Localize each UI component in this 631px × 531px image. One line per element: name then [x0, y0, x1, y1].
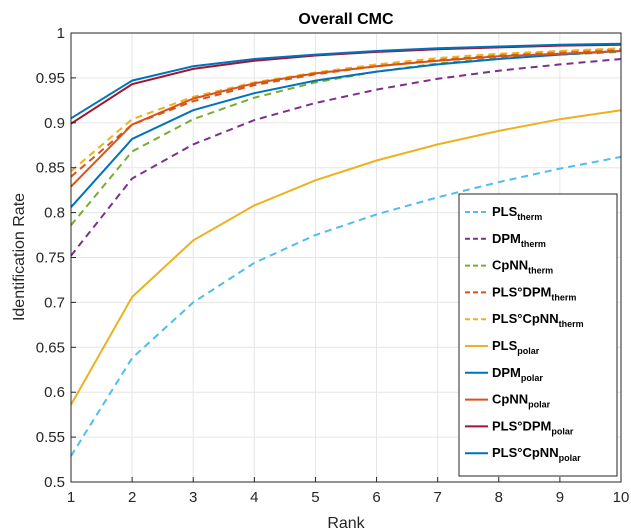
y-tick-label: 0.65 [36, 339, 65, 356]
legend-name: PLS°DPM [492, 284, 551, 299]
x-tick-label: 8 [495, 489, 503, 506]
series-line-cpnn-polar [70, 50, 622, 188]
legend-label-dpm-polar: DPMpolar [492, 365, 543, 383]
y-tick-label: 0.75 [36, 250, 65, 267]
x-tick-label: 10 [613, 489, 630, 506]
legend-name: CpNN [492, 392, 528, 407]
legend-name: PLS°DPM [492, 418, 551, 433]
legend: PLSthermDPMthermCpNNthermPLS°DPMthermPLS… [458, 193, 618, 477]
x-tick-label: 7 [433, 489, 441, 506]
legend-subscript: therm [559, 319, 584, 329]
legend-subscript: therm [528, 266, 553, 276]
legend-label-pls-dpm-therm: PLS°DPMtherm [492, 284, 576, 302]
legend-name: PLS°CpNN [492, 445, 559, 460]
legend-name: DPM [492, 365, 521, 380]
x-tick-label: 2 [128, 489, 136, 506]
legend-subscript: polar [528, 400, 551, 410]
y-tick-label: 0.95 [36, 70, 65, 87]
legend-subscript: therm [521, 239, 546, 249]
legend-subscript: polar [551, 426, 574, 436]
x-tick-label: 3 [189, 489, 197, 506]
legend-name: DPM [492, 231, 521, 246]
legend-subscript: polar [559, 453, 582, 463]
y-tick-label: 0.5 [44, 474, 65, 491]
tick-labels: 1 2 3 4 5 6 7 8 9 10 0.5 0.55 0.6 0.65 0.7 0.75 0.8 0.85 0… [36, 25, 630, 506]
series-line-pls-therm [70, 155, 622, 457]
y-tick-label: 1 [57, 25, 65, 42]
legend-box [458, 193, 618, 477]
legend-name: PLS [492, 204, 518, 219]
legend-label-pls-dpm-polar: PLS°DPMpolar [492, 418, 574, 436]
series-line-dpm-therm [70, 58, 622, 257]
y-tick-label: 0.55 [36, 429, 65, 446]
y-tick-label: 0.9 [44, 115, 65, 132]
legend-label-pls-cpnn-polar: PLS°CpNNpolar [492, 445, 581, 463]
y-tick-label: 0.6 [44, 384, 65, 401]
legend-label-cpnn-polar: CpNNpolar [492, 392, 551, 410]
legend-name: PLS°CpNN [492, 311, 559, 326]
y-tick-label: 0.85 [36, 160, 65, 177]
x-tick-label: 1 [67, 489, 75, 506]
ticks [70, 32, 622, 483]
x-tick-label: 6 [372, 489, 380, 506]
series-layer [70, 42, 622, 457]
series-line-pls-polar [70, 109, 622, 406]
x-tick-label: 5 [311, 489, 319, 506]
legend-label-pls-cpnn-therm: PLS°CpNNtherm [492, 311, 584, 329]
legend-label-pls-therm: PLStherm [492, 204, 542, 222]
legend-subscript: therm [517, 212, 542, 222]
legend-subscript: polar [521, 373, 544, 383]
legend-subscript: therm [551, 292, 576, 302]
legend-name: CpNN [492, 258, 528, 273]
chart-title: Overall CMC [298, 11, 394, 28]
series-line-dpm-polar [70, 50, 622, 208]
legend-subscript: polar [517, 346, 540, 356]
legend-name: PLS [492, 338, 518, 353]
legend-label-pls-polar: PLSpolar [492, 338, 540, 356]
series-line-pls-cpnn-therm [70, 47, 622, 173]
legend-label-dpm-therm: DPMtherm [492, 231, 546, 249]
legend-label-cpnn-therm: CpNNtherm [492, 258, 553, 276]
x-tick-label: 4 [250, 489, 258, 506]
y-axis-title: Identification Rate [11, 193, 28, 321]
x-axis-title: Rank [327, 515, 365, 531]
y-tick-label: 0.8 [44, 205, 65, 222]
x-tick-label: 9 [556, 489, 564, 506]
y-tick-label: 0.7 [44, 294, 65, 311]
series-line-pls-cpnn-polar [70, 42, 622, 120]
